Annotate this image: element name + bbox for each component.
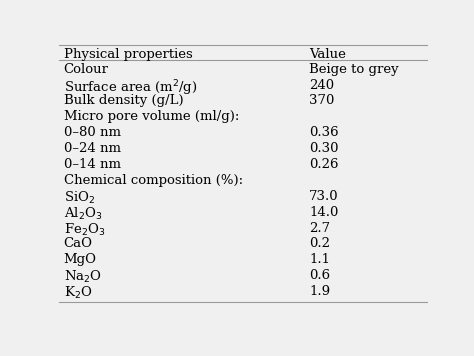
Text: SiO$_2$: SiO$_2$: [64, 190, 95, 206]
Text: Value: Value: [309, 48, 346, 61]
Text: 370: 370: [309, 94, 335, 108]
Text: 2.7: 2.7: [309, 221, 330, 235]
Text: Bulk density (g/L): Bulk density (g/L): [64, 94, 183, 108]
Text: 0–24 nm: 0–24 nm: [64, 142, 121, 155]
Text: Na$_2$O: Na$_2$O: [64, 269, 101, 285]
Text: 0.26: 0.26: [309, 158, 338, 171]
Text: 240: 240: [309, 79, 334, 91]
Text: CaO: CaO: [64, 237, 92, 250]
Text: Micro pore volume (ml/g):: Micro pore volume (ml/g):: [64, 110, 239, 124]
Text: Colour: Colour: [64, 63, 109, 76]
Text: MgO: MgO: [64, 253, 97, 266]
Text: 0.30: 0.30: [309, 142, 338, 155]
Text: 14.0: 14.0: [309, 206, 338, 219]
Text: K$_2$O: K$_2$O: [64, 285, 92, 301]
Text: Beige to grey: Beige to grey: [309, 63, 399, 76]
Text: Physical properties: Physical properties: [64, 48, 192, 61]
Text: 73.0: 73.0: [309, 190, 338, 203]
Text: Al$_2$O$_3$: Al$_2$O$_3$: [64, 206, 102, 222]
Text: Chemical composition (%):: Chemical composition (%):: [64, 174, 243, 187]
Text: 1.1: 1.1: [309, 253, 330, 266]
Text: Fe$_2$O$_3$: Fe$_2$O$_3$: [64, 221, 105, 238]
Text: 0–80 nm: 0–80 nm: [64, 126, 121, 139]
Text: 0.6: 0.6: [309, 269, 330, 282]
Text: Surface area (m$^2$/g): Surface area (m$^2$/g): [64, 79, 197, 98]
Text: 0.36: 0.36: [309, 126, 338, 139]
Text: 0.2: 0.2: [309, 237, 330, 250]
Text: 0–14 nm: 0–14 nm: [64, 158, 121, 171]
Text: 1.9: 1.9: [309, 285, 330, 298]
